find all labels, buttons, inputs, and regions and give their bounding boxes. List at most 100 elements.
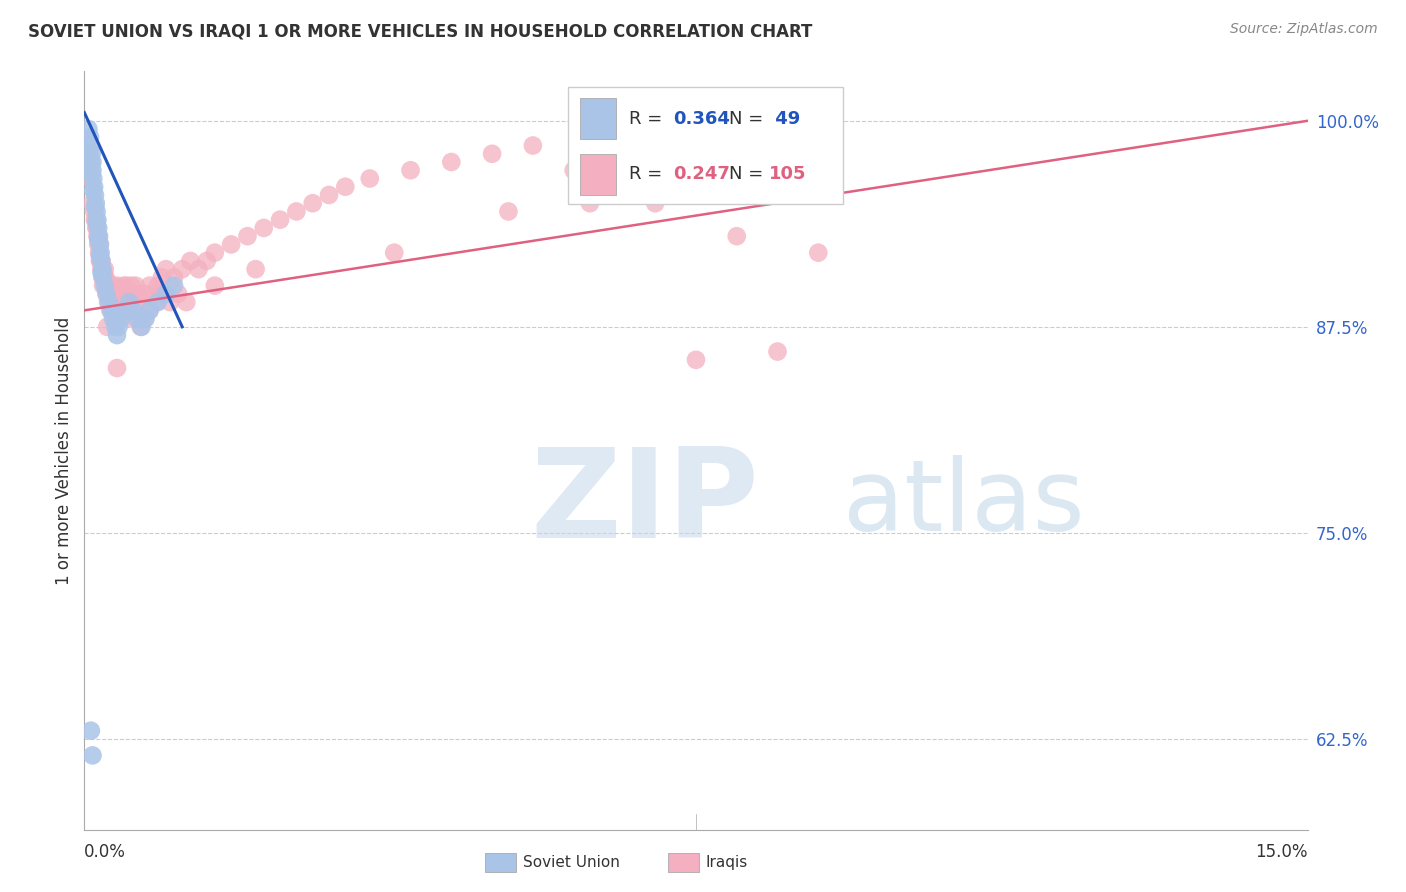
Text: 105: 105 [769,165,807,183]
Point [79,130,101,145]
Point [100,303,122,318]
Point [603,179,626,194]
Point [82,183,104,197]
Point [159,295,181,310]
Point [84,188,107,202]
Point [83,179,105,194]
Point [103,295,125,310]
Point [82,163,104,178]
Point [107,286,129,301]
Point [318,188,340,202]
Point [110,311,132,326]
Point [285,204,308,219]
Point [93,262,115,277]
Point [121,278,143,293]
Point [101,278,124,293]
Point [89,237,111,252]
Point [104,319,127,334]
Point [118,295,141,310]
Point [100,286,122,301]
Text: R =: R = [628,110,668,128]
Point [127,286,149,301]
Point [100,295,122,310]
Point [100,303,122,318]
Point [86,229,108,244]
Point [82,196,104,211]
Point [83,204,105,219]
Point [204,278,226,293]
Point [146,295,169,310]
Point [195,254,218,268]
Point [97,295,120,310]
Point [91,270,114,285]
Point [86,221,108,235]
FancyBboxPatch shape [568,87,842,204]
Point [84,200,107,214]
Text: Source: ZipAtlas.com: Source: ZipAtlas.com [1230,22,1378,37]
Point [90,254,112,268]
Point [107,319,129,334]
Point [118,286,141,301]
Point [105,361,128,376]
Point [359,171,381,186]
Point [77,122,100,136]
Point [91,262,114,277]
Point [174,295,197,310]
Point [82,155,104,169]
Point [87,229,110,244]
Point [87,237,110,252]
Point [82,748,104,763]
Point [142,286,165,301]
Point [104,286,127,301]
Point [117,303,139,318]
Point [86,216,108,230]
Point [644,196,666,211]
Point [146,278,169,293]
Point [86,221,108,235]
Point [138,278,160,293]
Point [163,278,186,293]
Point [98,278,121,293]
Point [219,237,242,252]
Point [90,262,112,277]
Point [91,270,114,285]
Point [93,270,115,285]
Point [685,352,707,367]
Point [84,212,107,227]
Point [86,212,108,227]
Point [807,245,830,260]
Point [96,286,118,301]
Point [84,196,107,211]
Point [93,270,115,285]
Point [90,245,112,260]
Point [105,278,128,293]
Point [440,155,463,169]
Point [94,270,117,285]
Point [112,286,135,301]
Point [103,311,125,326]
Point [87,229,110,244]
Point [97,286,120,301]
Point [522,138,544,153]
Point [96,319,118,334]
Text: Iraqis: Iraqis [706,855,748,870]
Point [89,254,111,268]
Point [111,286,134,301]
Point [112,278,135,293]
Point [80,723,103,738]
Point [125,278,148,293]
Point [179,254,201,268]
Point [77,146,100,161]
Point [121,311,143,326]
Point [80,167,103,181]
Point [97,286,120,301]
Point [80,138,103,153]
Point [96,278,118,293]
Point [122,303,145,318]
Point [382,245,405,260]
Point [579,196,602,211]
Text: N =: N = [728,110,769,128]
Point [269,212,291,227]
Point [101,311,124,326]
Point [101,303,124,318]
